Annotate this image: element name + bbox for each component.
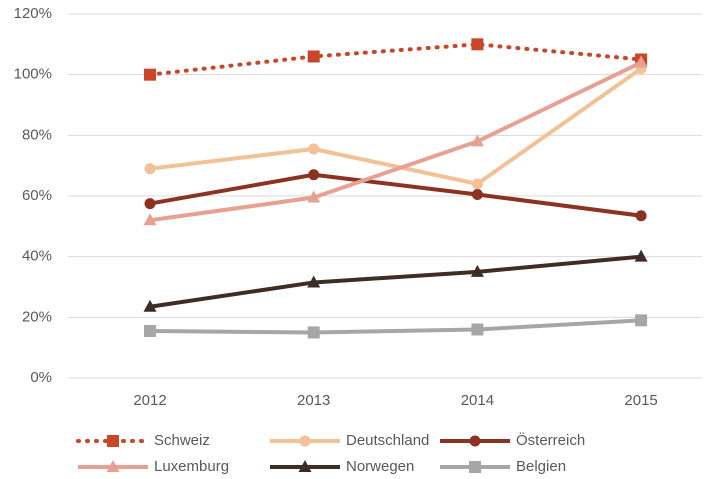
series-line [149, 254, 642, 309]
marker [471, 323, 484, 336]
legend-label: Luxemburg [154, 458, 229, 475]
series-line [149, 172, 642, 218]
legend-label: Belgien [516, 458, 566, 475]
marker [308, 143, 320, 155]
marker [634, 249, 648, 262]
series-line [148, 42, 644, 77]
marker [635, 210, 647, 222]
marker [143, 299, 157, 312]
legend-label: Schweiz [154, 432, 210, 449]
marker [143, 213, 157, 226]
legend-marker [469, 435, 481, 447]
legend-marker [298, 460, 312, 472]
x-tick-label: 2015 [624, 392, 657, 409]
marker [307, 326, 320, 339]
y-tick-label: 100% [14, 66, 52, 83]
marker [470, 264, 484, 277]
marker [634, 55, 648, 68]
y-tick-label: 60% [22, 187, 52, 204]
marker [144, 324, 156, 337]
legend-marker [469, 461, 481, 473]
legend-label: Österreich [516, 431, 585, 449]
series-line [149, 66, 643, 186]
legend-label: Deutschland [346, 432, 429, 449]
legend-marker [107, 435, 119, 447]
marker [144, 68, 156, 81]
marker [635, 314, 648, 327]
legend-item: Luxemburg [78, 458, 229, 475]
legend-item: Schweiz [76, 432, 210, 449]
x-tick-label: 2013 [297, 392, 330, 409]
marker [307, 275, 321, 288]
marker [471, 188, 483, 200]
x-tick-label: 2014 [461, 392, 494, 409]
marker [471, 178, 483, 190]
legend-item: Deutschland [270, 432, 429, 449]
marker [307, 50, 320, 63]
marker [471, 38, 484, 51]
legend-item: Österreich [440, 431, 585, 449]
series-line [149, 318, 642, 335]
legend-item: Norwegen [270, 458, 414, 475]
legend-item: Belgien [440, 458, 566, 475]
y-tick-label: 120% [14, 5, 52, 22]
legend-marker [106, 460, 120, 472]
marker [308, 169, 320, 181]
marker [144, 198, 156, 210]
legend-marker [299, 435, 311, 447]
x-tick-label: 2012 [133, 392, 166, 409]
y-tick-label: 40% [22, 248, 52, 265]
y-tick-label: 80% [22, 126, 52, 143]
y-tick-label: 0% [30, 369, 52, 386]
legend-label: Norwegen [346, 458, 414, 475]
marker [470, 134, 484, 147]
series-line [149, 60, 642, 223]
marker [307, 190, 321, 203]
marker [144, 163, 156, 175]
y-tick-label: 20% [22, 308, 52, 325]
